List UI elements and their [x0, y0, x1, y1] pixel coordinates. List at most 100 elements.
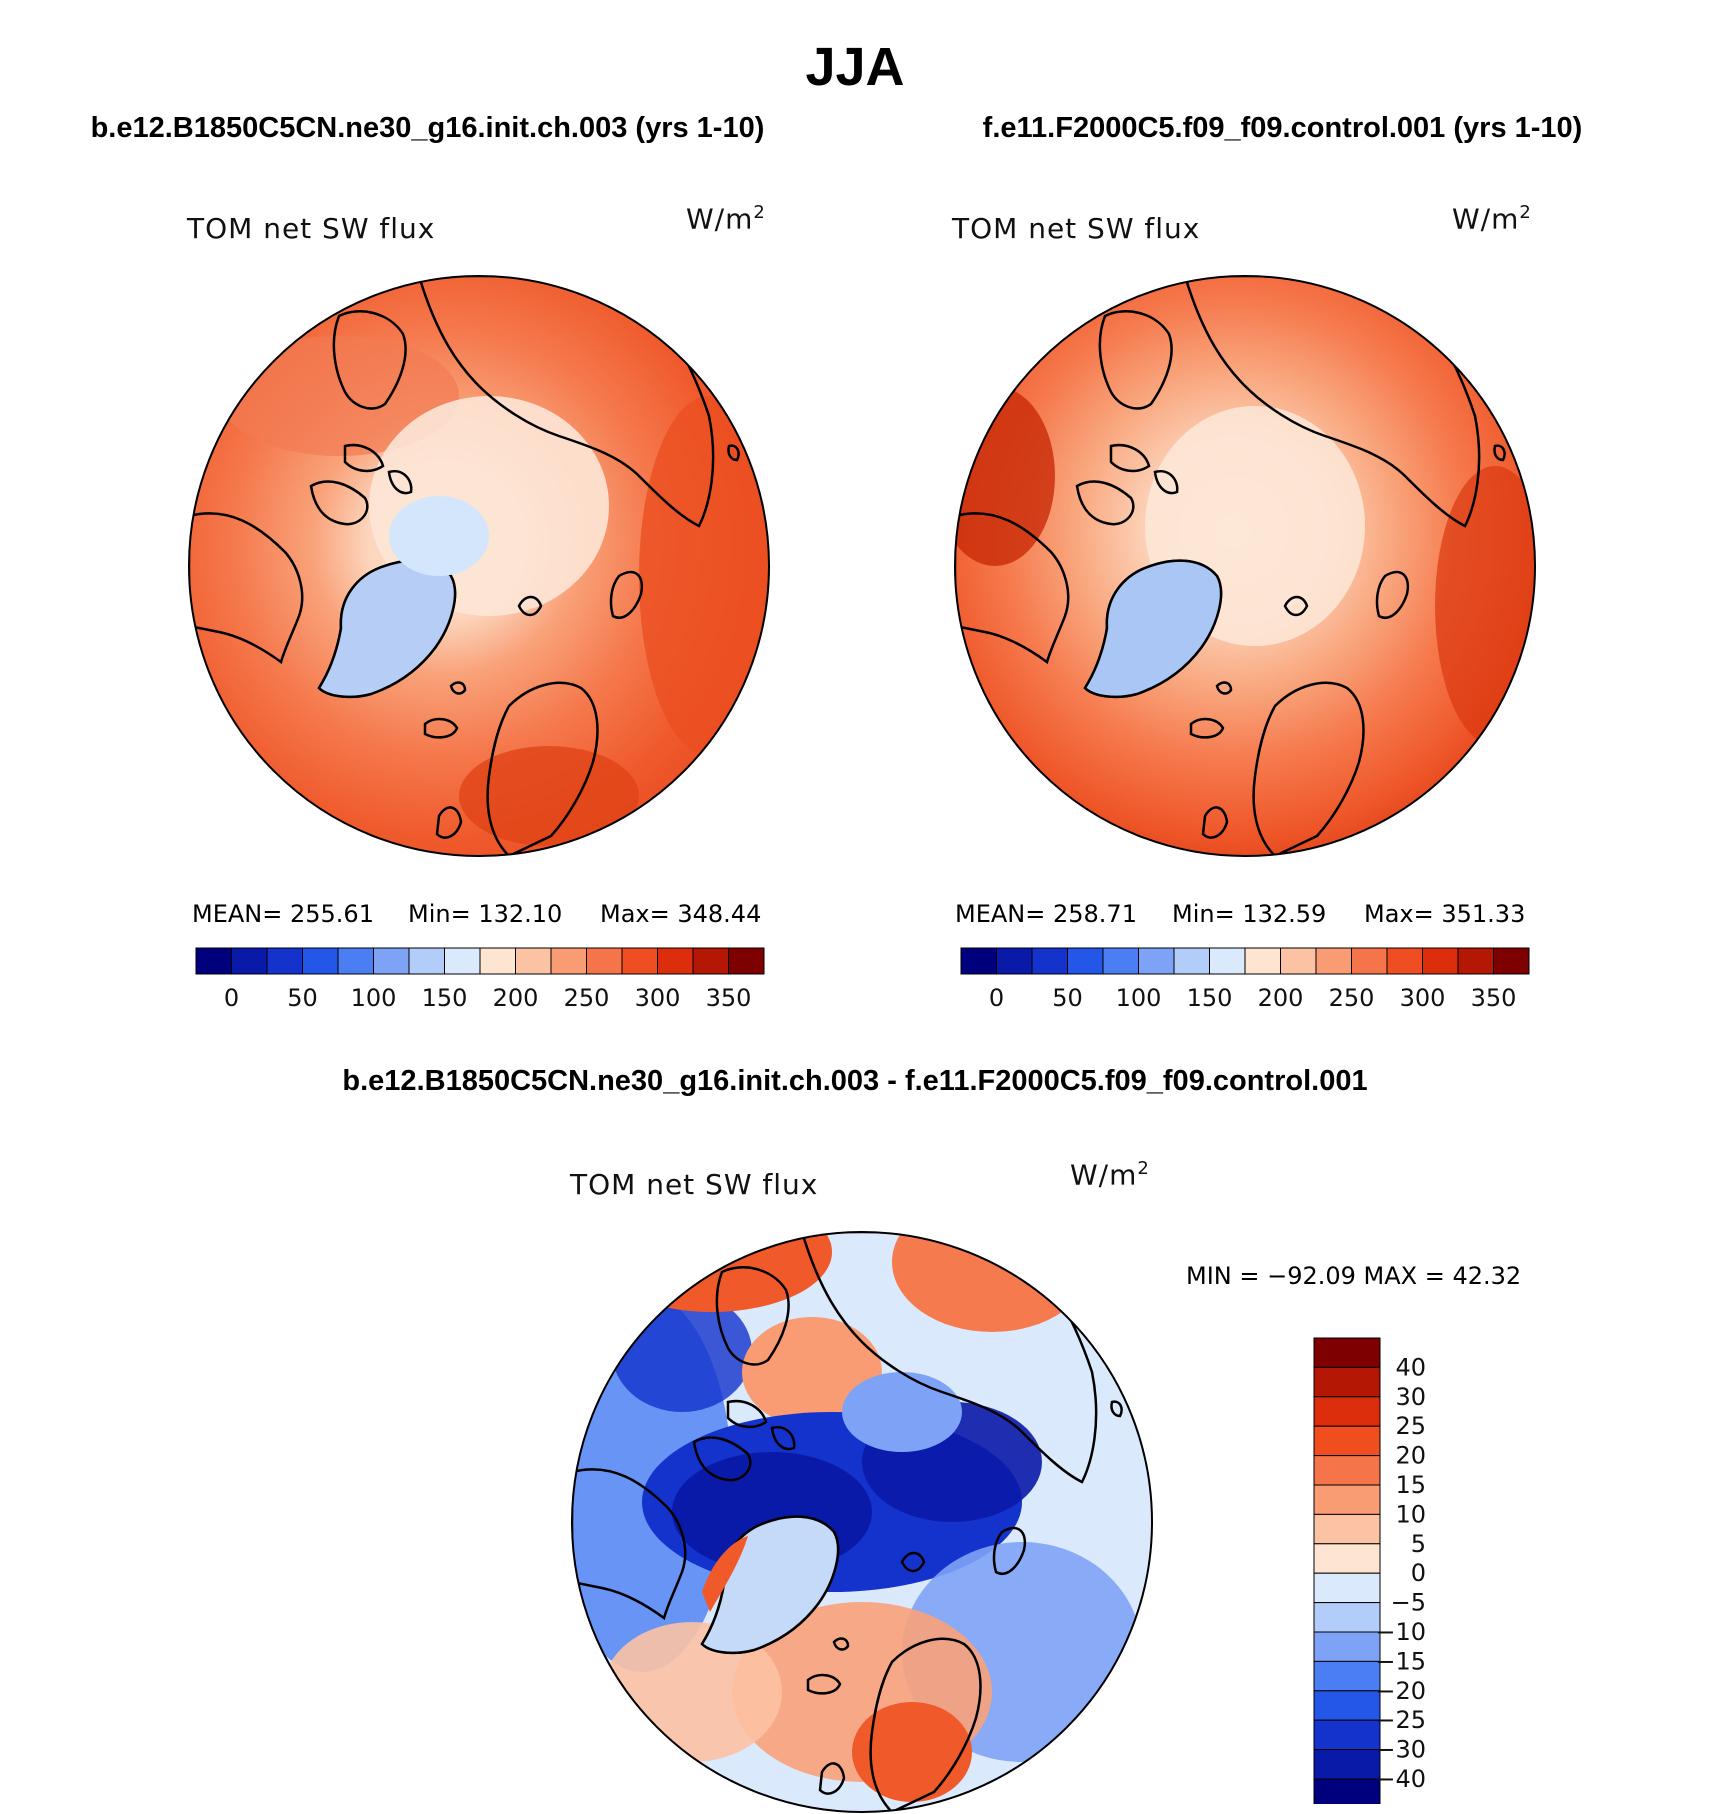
diff-map [571, 1231, 1153, 1813]
panel1-min: Min= 132.10 [408, 900, 563, 928]
diff-colorbar-tick-label: −30 [1375, 1736, 1426, 1764]
panel2-colorbar-swatches [960, 947, 1530, 975]
panel1-colorbar-swatch [728, 947, 765, 975]
panel2-colorbar-swatch [1031, 947, 1068, 975]
panel1-colorbar-swatches [195, 947, 765, 975]
panel2-colorbar-ticks: 0 50 100 150 200 250 300 350 [989, 984, 1517, 1012]
panel2-colorbar-swatch [960, 947, 997, 975]
panel1-colorbar-tick-label: 100 [351, 984, 397, 1012]
diff-colorbar-swatch [1313, 1660, 1381, 1692]
diff-colorbar-swatch [1313, 1690, 1381, 1721]
diff-colorbar-tick-label: −25 [1375, 1706, 1426, 1734]
figure-title: JJA [805, 37, 905, 97]
panel2-colorbar-tick-label: 50 [1052, 984, 1083, 1012]
diff-colorbar-tick-label: 20 [1395, 1442, 1426, 1470]
panel2-colorbar-swatch [1386, 947, 1423, 975]
panel2-colorbar-swatch [1102, 947, 1139, 975]
panel2-colorbar-swatch [1244, 947, 1281, 975]
diff-title: b.e12.B1850C5CN.ne30_g16.init.ch.003 - f… [342, 1065, 1368, 1097]
panel1-colorbar-swatch [586, 947, 623, 975]
panel1-colorbar-swatch [515, 947, 552, 975]
panel2-colorbar-swatch [1422, 947, 1459, 975]
diff-colorbar-tick-label: 5 [1411, 1530, 1426, 1558]
panel1-colorbar-swatch [550, 947, 587, 975]
diff-colorbar-swatch [1313, 1572, 1381, 1604]
diff-colorbar-swatch [1313, 1455, 1381, 1486]
panel3-variable: TOM net SW flux [570, 1168, 819, 1201]
diff-colorbar-tick-label: 0 [1411, 1559, 1426, 1587]
panel1-map [188, 275, 770, 857]
panel1-colorbar-swatch [479, 947, 516, 975]
diff-colorbar-tick-label: −20 [1375, 1677, 1426, 1705]
panel1-units: W/m2 [686, 202, 766, 236]
diff-colorbar-tick-label: 10 [1395, 1500, 1426, 1528]
panel2-min: Min= 132.59 [1172, 900, 1327, 928]
diff-colorbar-swatch [1313, 1366, 1381, 1398]
panel1-colorbar-swatch [373, 947, 410, 975]
panel1-variable: TOM net SW flux [187, 212, 436, 245]
panel2-colorbar-swatch [1173, 947, 1210, 975]
diff-colorbar-swatches [1313, 1337, 1381, 1804]
diff-colorbar-swatch [1313, 1484, 1381, 1515]
case2-title: f.e11.F2000C5.f09_f09.control.001 (yrs 1… [982, 112, 1583, 144]
diff-colorbar-tick-label: −5 [1391, 1589, 1426, 1617]
panel1-colorbar: 0 50 100 150 200 250 300 350 [195, 947, 765, 1012]
diff-colorbar-tick-label: −15 [1375, 1647, 1426, 1675]
panel2-colorbar-tick-label: 100 [1116, 984, 1162, 1012]
panel1-colorbar-swatch [621, 947, 658, 975]
panel1-colorbar-swatch [266, 947, 303, 975]
panel2-variable: TOM net SW flux [952, 212, 1201, 245]
panel1-colorbar-tick-label: 350 [706, 984, 752, 1012]
panel2-colorbar-swatch [1351, 947, 1388, 975]
diff-colorbar-swatch [1313, 1425, 1381, 1457]
diff-colorbar-swatch [1313, 1749, 1381, 1780]
panel2-colorbar-swatch [1493, 947, 1530, 975]
panel1-colorbar-ticks: 0 50 100 150 200 250 300 350 [224, 984, 752, 1012]
panel1-colorbar-tick-label: 300 [635, 984, 681, 1012]
diff-colorbar-tick-label: −40 [1375, 1765, 1426, 1793]
diff-colorbar-swatch [1313, 1778, 1381, 1804]
panel1-colorbar-swatch [231, 947, 268, 975]
diff-colorbar-tick-label: 15 [1395, 1471, 1426, 1499]
diff-colorbar-tick-label: 30 [1395, 1383, 1426, 1411]
panel2-max: Max= 351.33 [1364, 900, 1526, 928]
panel1-colorbar-tick-label: 150 [422, 984, 468, 1012]
diff-colorbar-swatch [1313, 1513, 1381, 1545]
case1-title: b.e12.B1850C5CN.ne30_g16.init.ch.003 (yr… [90, 112, 765, 144]
panel1-colorbar-tick-label: 0 [224, 984, 239, 1012]
diff-colorbar-swatch [1313, 1631, 1381, 1662]
panel2-colorbar-swatch [1209, 947, 1246, 975]
panel1-max: Max= 348.44 [600, 900, 762, 928]
diff-minmax: MIN = −92.09 MAX = 42.32 [1186, 1262, 1522, 1290]
panel1-mean: MEAN= 255.61 [192, 900, 374, 928]
panel2-mean: MEAN= 258.71 [955, 900, 1137, 928]
panel1-colorbar-swatch [195, 947, 232, 975]
panel1-colorbar-tick-label: 200 [493, 984, 539, 1012]
diff-colorbar-swatch [1313, 1719, 1381, 1751]
diff-colorbar-tick-label: −10 [1375, 1618, 1426, 1646]
panel1-colorbar-swatch [657, 947, 694, 975]
diff-colorbar-swatch [1313, 1396, 1381, 1427]
panel2-colorbar-tick-label: 250 [1329, 984, 1375, 1012]
panel1-colorbar-tick-label: 50 [287, 984, 318, 1012]
panel1-colorbar-swatch [692, 947, 729, 975]
diff-colorbar-swatch [1313, 1602, 1381, 1633]
panel2-colorbar-swatch [1315, 947, 1352, 975]
panel1-colorbar-tick-label: 250 [564, 984, 610, 1012]
panel1-colorbar-swatch [302, 947, 339, 975]
panel3-units: W/m2 [1070, 1158, 1150, 1192]
panel2-colorbar-tick-label: 150 [1187, 984, 1233, 1012]
panel2-colorbar-swatch [996, 947, 1033, 975]
panel2-colorbar-tick-label: 0 [989, 984, 1004, 1012]
panel2-colorbar-tick-label: 350 [1471, 984, 1517, 1012]
diff-colorbar-tick-label: 25 [1395, 1412, 1426, 1440]
panel2-colorbar: 0 50 100 150 200 250 300 350 [960, 947, 1530, 1012]
panel2-colorbar-tick-label: 200 [1258, 984, 1304, 1012]
panel2-colorbar-tick-label: 300 [1400, 984, 1446, 1012]
panel2-colorbar-swatch [1067, 947, 1104, 975]
panel2-units: W/m2 [1452, 202, 1532, 236]
panel2-map [954, 275, 1536, 857]
panel1-colorbar-swatch [337, 947, 374, 975]
